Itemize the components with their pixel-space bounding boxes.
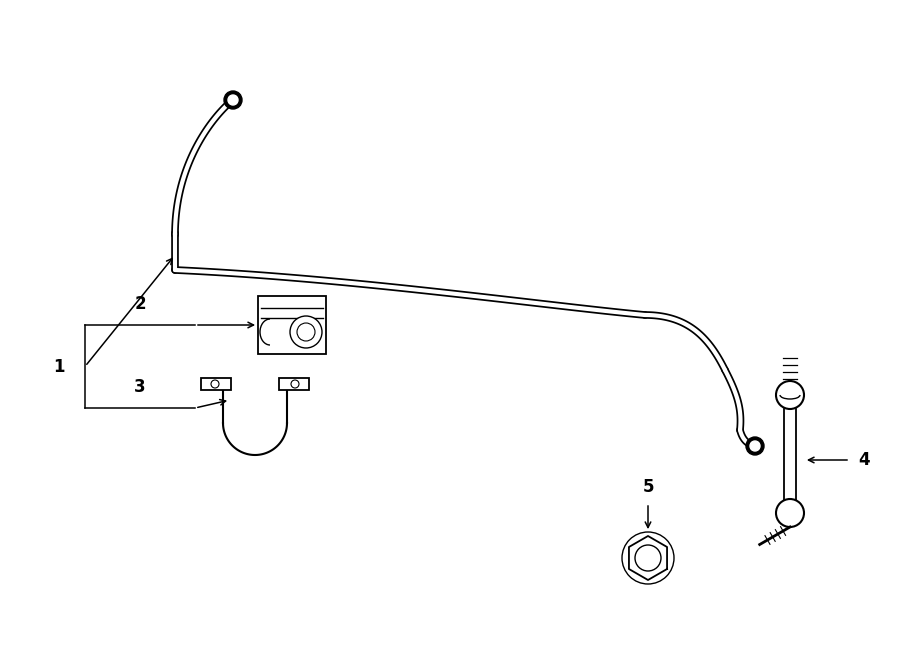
Text: 5: 5 (643, 478, 653, 496)
Text: 4: 4 (858, 451, 869, 469)
Circle shape (750, 441, 760, 451)
Bar (201, 378, 231, 390)
Text: 2: 2 (134, 295, 146, 313)
Circle shape (297, 323, 315, 341)
Circle shape (224, 91, 242, 109)
Circle shape (211, 380, 219, 388)
Circle shape (635, 545, 661, 571)
Text: 3: 3 (134, 378, 146, 396)
Circle shape (776, 381, 804, 409)
Bar (279, 378, 309, 390)
Circle shape (776, 499, 804, 527)
Circle shape (291, 380, 299, 388)
Circle shape (290, 316, 322, 348)
Text: 1: 1 (53, 357, 65, 375)
Bar (258, 296, 326, 354)
Polygon shape (629, 536, 667, 580)
Circle shape (746, 437, 764, 455)
Circle shape (228, 95, 238, 105)
